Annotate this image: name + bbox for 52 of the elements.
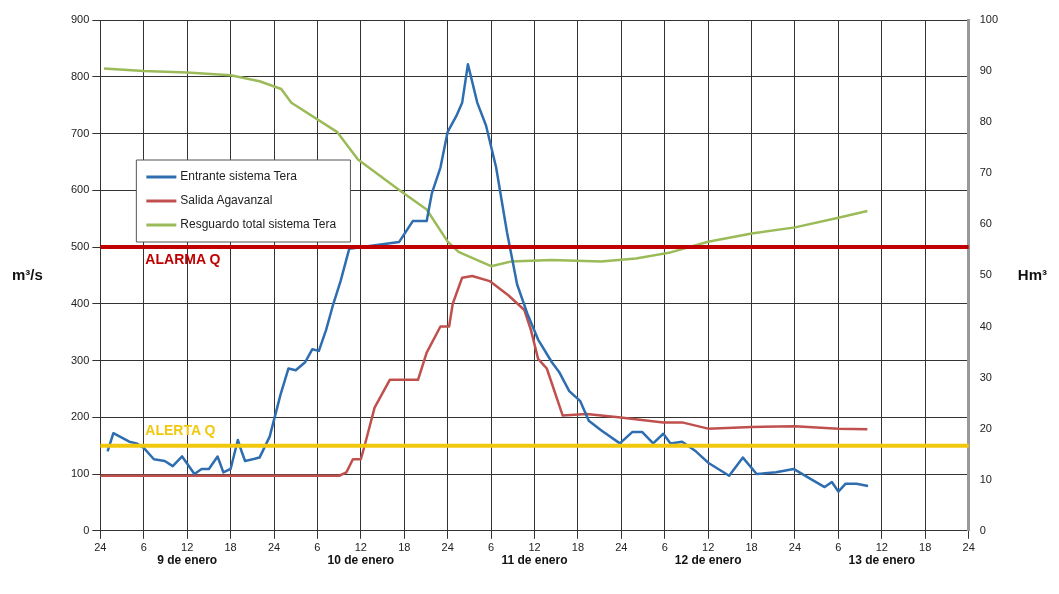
y2-tick-label: 20 [979, 421, 992, 434]
y2-tick-label: 0 [979, 523, 986, 536]
text: 13 de enero [848, 553, 916, 568]
y-tick-label: 800 [70, 69, 90, 82]
x-tick-label: 24 [615, 541, 628, 554]
y-tick-label: 700 [70, 126, 90, 139]
x-tick-label: 12 [354, 541, 367, 554]
y-tick-label: 600 [70, 183, 90, 196]
text: 12 de enero [674, 553, 742, 568]
x-tick-label: 24 [788, 541, 802, 554]
y-tick-label: 0 [83, 523, 90, 536]
y-tick-label: 300 [70, 353, 90, 366]
y2-tick-label: 30 [979, 370, 992, 383]
x-tick-label: 18 [919, 541, 932, 554]
x-tick-label: 6 [661, 541, 668, 554]
y2-tick-label: 80 [979, 115, 992, 128]
x-tick-label: 18 [571, 541, 585, 554]
text: 10 de enero [327, 553, 395, 568]
x-tick-label: 18 [224, 541, 237, 554]
y-tick-label: 100 [70, 467, 90, 480]
x-tick-label: 18 [745, 541, 758, 554]
x-tick-label: 6 [835, 541, 842, 554]
x-tick-label: 12 [875, 541, 888, 554]
y-tick-label: 900 [70, 13, 90, 26]
x-tick-label: 24 [94, 541, 107, 554]
x-tick-label: 12 [528, 541, 541, 554]
x-tick-label: 12 [702, 541, 715, 554]
legend-label: Resguardo total sistema Tera [180, 217, 337, 232]
text: 9 de enero [157, 553, 218, 568]
legend-label: Salida Agavanzal [180, 193, 273, 208]
y2-tick-label: 40 [979, 319, 992, 332]
legend-label: Entrante sistema Tera [180, 169, 298, 184]
x-tick-label: 24 [441, 541, 454, 554]
y-tick-label: 400 [70, 296, 90, 309]
x-tick-label: 6 [488, 541, 495, 554]
y-tick-label: 200 [70, 410, 90, 423]
x-tick-label: 18 [398, 541, 411, 554]
x-tick-label: 24 [962, 541, 975, 554]
x-tick-label: 6 [314, 541, 321, 554]
y2-tick-label: 70 [979, 166, 992, 179]
x-tick-label: 24 [267, 541, 281, 554]
y-tick-label: 500 [70, 240, 90, 253]
y2-tick-label: 50 [979, 268, 992, 281]
y2-tick-label: 60 [979, 217, 992, 230]
y-axis-title: m³/s [12, 265, 43, 283]
x-tick-label: 12 [181, 541, 194, 554]
y2-tick-label: 90 [979, 64, 992, 77]
x-tick-label: 6 [140, 541, 147, 554]
y2-tick-label: 100 [979, 13, 999, 26]
text: 11 de enero [501, 553, 568, 568]
y2-tick-label: 10 [979, 472, 992, 485]
y2-axis-title: Hm³ [1017, 265, 1047, 283]
